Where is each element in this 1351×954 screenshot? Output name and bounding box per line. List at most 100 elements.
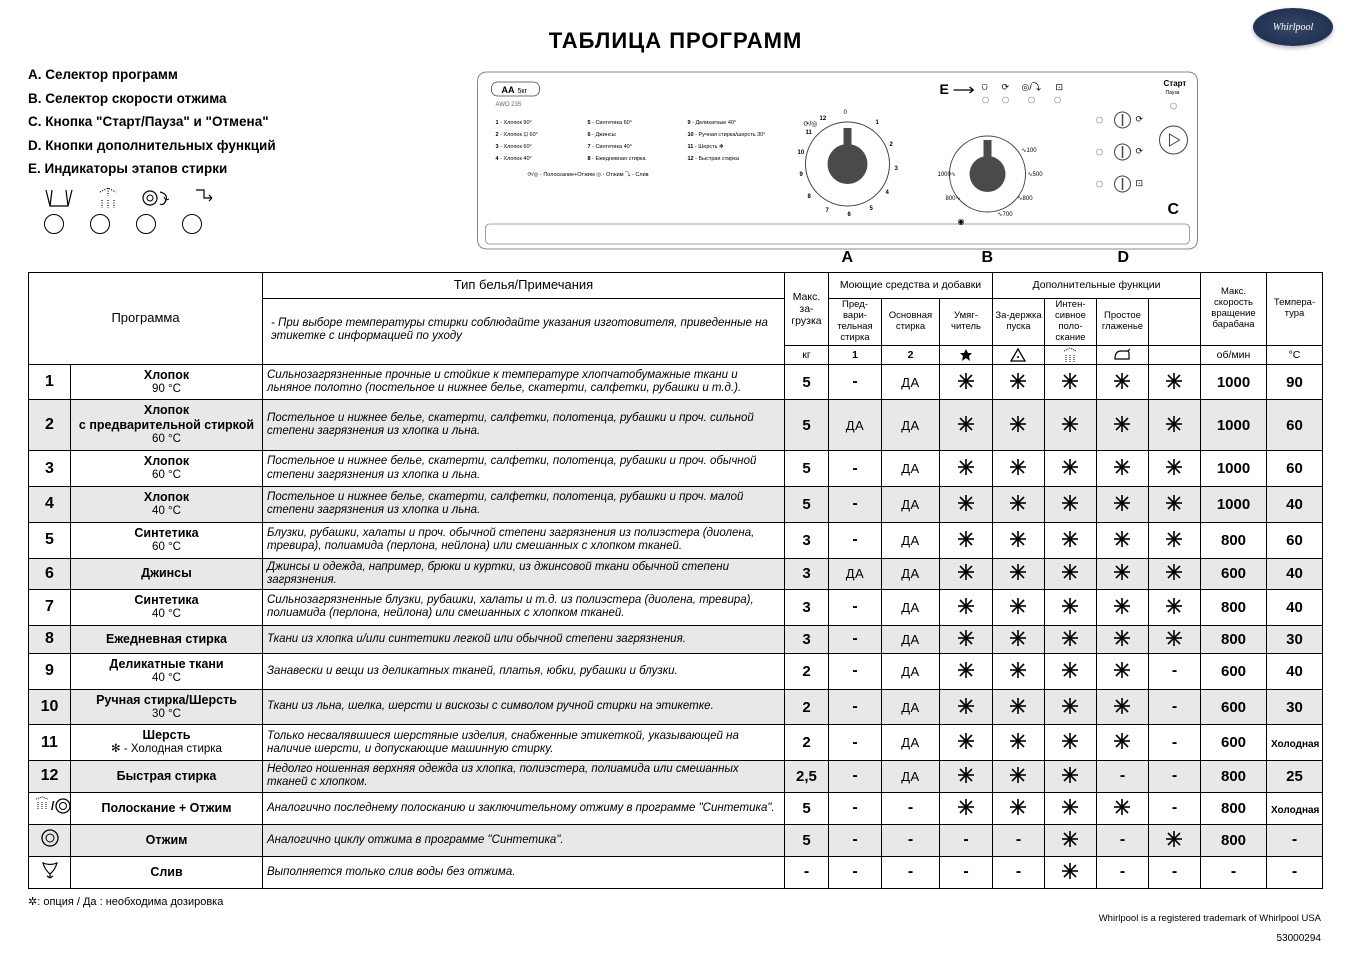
table-row: СливВыполняется только слив воды без отж… bbox=[29, 856, 1323, 888]
prog-mainwash: ДА bbox=[881, 364, 939, 400]
prog-mainwash: ДА bbox=[881, 522, 939, 558]
svg-text:B: B bbox=[982, 249, 994, 264]
svg-text:8 - Ежедневная стирка: 8 - Ежедневная стирка bbox=[588, 156, 647, 162]
prog-f1 bbox=[992, 761, 1044, 792]
svg-text:AA: AA bbox=[502, 85, 515, 95]
hdr-main: Основная стирка bbox=[881, 298, 939, 345]
trademark: Whirlpool is a registered trademark of W… bbox=[1099, 913, 1321, 924]
prog-load: 5 bbox=[784, 824, 828, 856]
wash-icon bbox=[44, 186, 74, 210]
prog-f4 bbox=[1148, 487, 1200, 523]
svg-text:12 - Быстрая стирка: 12 - Быстрая стирка bbox=[688, 156, 740, 162]
prog-f3 bbox=[1096, 625, 1148, 653]
prog-f1 bbox=[992, 590, 1044, 626]
table-row: 7Синтетика40 °CСильнозагрязненные блузки… bbox=[29, 590, 1323, 626]
prog-softener bbox=[939, 689, 992, 725]
prog-f2 bbox=[1044, 689, 1096, 725]
prog-f3 bbox=[1096, 590, 1148, 626]
svg-text:1: 1 bbox=[876, 120, 880, 126]
svg-text:5: 5 bbox=[870, 206, 874, 212]
prog-name: Слив bbox=[71, 856, 263, 888]
prog-f2 bbox=[1044, 653, 1096, 689]
prog-num: 6 bbox=[29, 558, 71, 589]
prog-load: - bbox=[784, 856, 828, 888]
prog-spin: 800 bbox=[1201, 792, 1267, 824]
legend-c: C. Кнопка "Старт/Пауза" и "Отмена" bbox=[28, 111, 328, 133]
table-row: 4Хлопок40 °CПостельное и нижнее белье, с… bbox=[29, 487, 1323, 523]
prog-spin: 600 bbox=[1201, 653, 1267, 689]
prog-f3 bbox=[1096, 364, 1148, 400]
prog-desc: Аналогично циклу отжима в программе "Син… bbox=[263, 824, 785, 856]
table-row: ОтжимАналогично циклу отжима в программе… bbox=[29, 824, 1323, 856]
prog-mainwash: ДА bbox=[881, 487, 939, 523]
prog-spin: 800 bbox=[1201, 761, 1267, 792]
prog-prewash: - bbox=[828, 487, 881, 523]
prog-softener bbox=[939, 487, 992, 523]
hdr-softener-icon bbox=[939, 345, 992, 364]
hdr-f1: За-держка пуска bbox=[992, 298, 1044, 345]
prog-desc: Сильнозагрязненные блузки, рубашки, хала… bbox=[263, 590, 785, 626]
svg-text:8: 8 bbox=[808, 194, 812, 200]
prog-softener bbox=[939, 522, 992, 558]
table-row: 9Деликатные ткани40 °CЗанавески и вещи и… bbox=[29, 653, 1323, 689]
prog-desc: Сильнозагрязненные прочные и стойкие к т… bbox=[263, 364, 785, 400]
hdr-f3: Простое глаженье bbox=[1096, 298, 1148, 345]
prog-f3: - bbox=[1096, 824, 1148, 856]
prog-name: Ежедневная стирка bbox=[71, 625, 263, 653]
table-row: 6ДжинсыДжинсы и одежда, например, брюки … bbox=[29, 558, 1323, 589]
svg-text:4 - Хлопок 40°: 4 - Хлопок 40° bbox=[496, 156, 532, 162]
prog-prewash: ДА bbox=[828, 400, 881, 451]
prog-desc: Джинсы и одежда, например, брюки и куртк… bbox=[263, 558, 785, 589]
prog-name: Хлопок90 °C bbox=[71, 364, 263, 400]
svg-text:D: D bbox=[1118, 249, 1130, 264]
svg-text:6: 6 bbox=[848, 212, 852, 218]
table-row: 10Ручная стирка/Шерсть30 °CТкани из льна… bbox=[29, 689, 1323, 725]
prog-num: 1 bbox=[29, 364, 71, 400]
programs-table: Программа Тип белья/Примечания Макс. за-… bbox=[28, 272, 1323, 889]
prog-temp-col: 60 bbox=[1267, 451, 1323, 487]
control-panel-diagram: AA 5кг AWO 235 1 - Хлопок 90° 2 - Хлопок… bbox=[352, 64, 1323, 264]
prog-f4: - bbox=[1148, 725, 1200, 761]
prog-prewash: - bbox=[828, 364, 881, 400]
legend-circle bbox=[136, 214, 156, 234]
prog-mainwash: - bbox=[881, 856, 939, 888]
prog-prewash: - bbox=[828, 792, 881, 824]
prog-f2 bbox=[1044, 590, 1096, 626]
prog-num: 12 bbox=[29, 761, 71, 792]
prog-f2 bbox=[1044, 487, 1096, 523]
prog-prewash: - bbox=[828, 824, 881, 856]
prog-spin: 600 bbox=[1201, 689, 1267, 725]
svg-text:Пауза: Пауза bbox=[1166, 90, 1180, 96]
prog-softener bbox=[939, 792, 992, 824]
prog-name: Быстрая стирка bbox=[71, 761, 263, 792]
svg-text:800∿: 800∿ bbox=[946, 196, 961, 202]
svg-text:9: 9 bbox=[800, 172, 804, 178]
prog-spin: 800 bbox=[1201, 625, 1267, 653]
prog-softener bbox=[939, 400, 992, 451]
svg-text:E: E bbox=[940, 81, 949, 97]
prog-f4 bbox=[1148, 451, 1200, 487]
prog-f4 bbox=[1148, 522, 1200, 558]
prog-num: 10 bbox=[29, 689, 71, 725]
prog-name: Хлопокс предварительной стиркой60 °C bbox=[71, 400, 263, 451]
table-row: 1Хлопок90 °CСильнозагрязненные прочные и… bbox=[29, 364, 1323, 400]
legend-e-circles bbox=[44, 214, 328, 234]
prog-f2 bbox=[1044, 761, 1096, 792]
prog-temp-col: 40 bbox=[1267, 653, 1323, 689]
prog-spin: 1000 bbox=[1201, 364, 1267, 400]
svg-text:11: 11 bbox=[806, 130, 813, 136]
prog-f3 bbox=[1096, 725, 1148, 761]
hdr-2: 2 bbox=[881, 345, 939, 364]
prog-f2 bbox=[1044, 400, 1096, 451]
top-section: A. Селектор программ B. Селектор скорост… bbox=[0, 54, 1351, 272]
prog-f4 bbox=[1148, 400, 1200, 451]
prog-desc: Только несвалявшиеся шерстяные изделия, … bbox=[263, 725, 785, 761]
prog-name: Деликатные ткани40 °C bbox=[71, 653, 263, 689]
prog-f3 bbox=[1096, 522, 1148, 558]
svg-text:12: 12 bbox=[820, 116, 827, 122]
prog-name: Отжим bbox=[71, 824, 263, 856]
hdr-pre: Пред-вари-тельная стирка bbox=[828, 298, 881, 345]
prog-desc: Выполняется только слив воды без отжима. bbox=[263, 856, 785, 888]
prog-f2 bbox=[1044, 725, 1096, 761]
prog-f2 bbox=[1044, 856, 1096, 888]
